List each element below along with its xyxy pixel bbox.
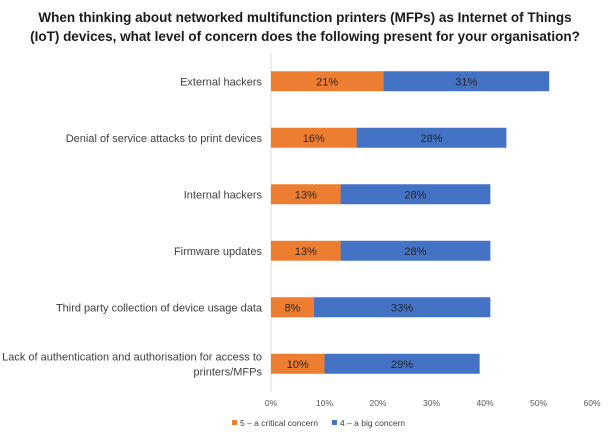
category-label: Lack of authentication and authorisation… <box>2 351 262 363</box>
x-tick-label: 30% <box>423 398 440 408</box>
data-label: 28% <box>420 133 442 145</box>
data-label: 29% <box>391 359 413 371</box>
x-tick-label: 60% <box>583 398 600 408</box>
data-label: 28% <box>404 189 426 201</box>
x-tick-label: 10% <box>316 398 333 408</box>
bar-critical-3 <box>271 240 341 261</box>
chart-title: When thinking about networked multifunct… <box>0 8 610 46</box>
bar-big-5 <box>324 353 480 374</box>
bar-critical-1 <box>271 127 357 148</box>
chart-title-line-2: (IoT) devices, what level of concern doe… <box>30 29 580 44</box>
category-label: External hackers <box>180 76 262 88</box>
category-label: Firmware updates <box>174 246 263 258</box>
category-label: Third party collection of device usage d… <box>56 302 263 314</box>
bar-big-4 <box>313 297 491 318</box>
bar-big-1 <box>356 127 507 148</box>
chart-title-line-1: When thinking about networked multifunct… <box>38 10 572 25</box>
data-label: 31% <box>455 76 477 88</box>
data-label: 21% <box>316 76 338 88</box>
bar-critical-4 <box>271 297 314 318</box>
legend-swatch <box>331 420 337 425</box>
data-label: 13% <box>295 189 317 201</box>
bar-critical-5 <box>271 353 325 374</box>
x-tick-label: 0% <box>265 398 278 408</box>
bar-critical-0 <box>271 71 384 92</box>
x-tick-label: 40% <box>476 398 493 408</box>
data-label: 33% <box>391 302 413 314</box>
data-label: 10% <box>287 359 309 371</box>
bar-critical-2 <box>271 184 341 205</box>
legend-label: 5 – a critical concern <box>240 418 318 428</box>
category-label: printers/MFPs <box>194 366 263 378</box>
legend-label: 4 – a big concern <box>340 418 405 428</box>
x-tick-label: 20% <box>369 398 386 408</box>
category-label: Denial of service attacks to print devic… <box>66 133 263 145</box>
bar-big-3 <box>340 240 491 261</box>
bar-big-2 <box>340 184 491 205</box>
x-tick-label: 50% <box>530 398 547 408</box>
data-label: 28% <box>404 246 426 258</box>
legend-swatch <box>232 420 237 425</box>
data-label: 13% <box>295 246 317 258</box>
category-label: Internal hackers <box>184 189 263 201</box>
data-label: 8% <box>284 302 300 314</box>
data-label: 16% <box>303 133 325 145</box>
bar-big-0 <box>383 71 550 92</box>
